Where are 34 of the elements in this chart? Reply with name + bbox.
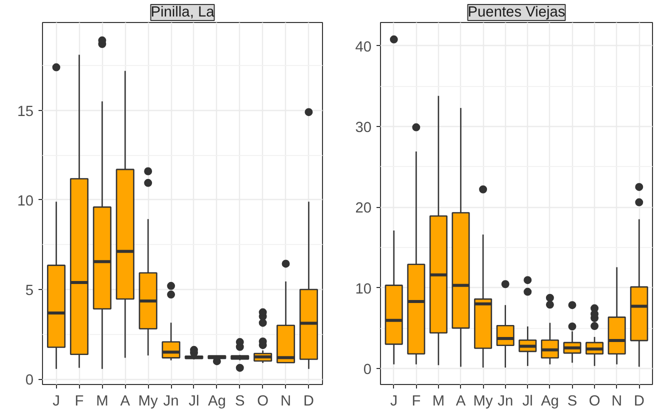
y-tick-label: 0	[363, 362, 372, 378]
x-tick-label: M	[432, 394, 445, 410]
x-tick-label: F	[412, 394, 421, 410]
x-tick-label: O	[588, 394, 600, 410]
x-tick-label: N	[612, 394, 622, 410]
x-tick-label: My	[138, 394, 159, 410]
x-tick-label: J	[52, 394, 60, 410]
x-tick-label: D	[634, 394, 644, 410]
chart-title: Puentes Viejas	[468, 4, 566, 20]
y-tick-label: 20	[355, 200, 372, 217]
y-tick-label: 30	[355, 120, 372, 136]
y-tick-label: 10	[355, 281, 372, 298]
y-tick-label: 10	[17, 193, 34, 210]
x-tick-label: F	[74, 394, 84, 410]
x-tick-label: S	[567, 394, 578, 410]
x-tick-label: My	[473, 394, 494, 410]
y-tick-label: 40	[355, 39, 372, 56]
x-tick-label: M	[96, 394, 108, 410]
x-tick-label: Jl	[522, 394, 533, 410]
x-tick-label: A	[456, 394, 466, 410]
x-tick-label: O	[257, 394, 269, 410]
x-tick-label: Ag	[540, 394, 559, 410]
x-tick-label: J	[390, 394, 398, 410]
x-tick-label: A	[120, 394, 130, 410]
x-tick-label: Ag	[208, 394, 226, 410]
x-tick-label: N	[280, 394, 292, 410]
x-tick-label: S	[234, 394, 245, 410]
x-tick-label: Jn	[163, 394, 179, 410]
y-tick-label: 15	[17, 104, 34, 120]
x-tick-label: Jn	[498, 394, 514, 410]
x-tick-label: Jl	[188, 394, 200, 410]
y-tick-label: 5	[25, 283, 34, 300]
y-tick-label: 0	[25, 372, 34, 389]
x-tick-label: D	[303, 394, 314, 410]
